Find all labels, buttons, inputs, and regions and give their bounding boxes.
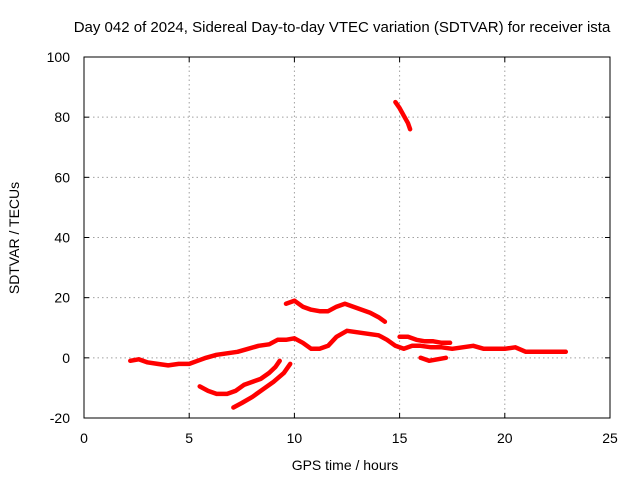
y-tick-label: 20	[54, 290, 70, 306]
gridlines	[84, 57, 610, 418]
y-tick-label: 40	[54, 230, 70, 246]
x-axis-label: GPS time / hours	[292, 457, 399, 473]
series-main	[128, 328, 569, 368]
x-tick-label: 10	[287, 430, 303, 446]
y-tick-label: 100	[47, 49, 71, 65]
y-tick-label: 60	[54, 169, 70, 185]
x-tick-label: 25	[602, 430, 618, 446]
x-tick-label: 0	[80, 430, 88, 446]
x-tick-label: 15	[392, 430, 408, 446]
series-neg-bump	[197, 358, 282, 397]
series-upper-arc	[283, 298, 388, 324]
ticks: 0 5 10 15 20 25 -20 0 20 40 60 80 100	[47, 49, 618, 446]
x-tick-label: 20	[497, 430, 513, 446]
series-layer	[128, 99, 569, 410]
series-segment-a	[397, 334, 453, 346]
y-tick-label: 0	[62, 350, 70, 366]
y-tick-label: 80	[54, 109, 70, 125]
series-neg-ramp	[231, 361, 293, 410]
y-axis-label: SDTVAR / TECUs	[6, 182, 22, 294]
series-segment-b	[418, 355, 449, 364]
chart-title: Day 042 of 2024, Sidereal Day-to-day VTE…	[74, 19, 611, 36]
y-tick-label: -20	[50, 410, 70, 426]
series-outlier	[393, 99, 413, 132]
x-tick-label: 5	[185, 430, 193, 446]
